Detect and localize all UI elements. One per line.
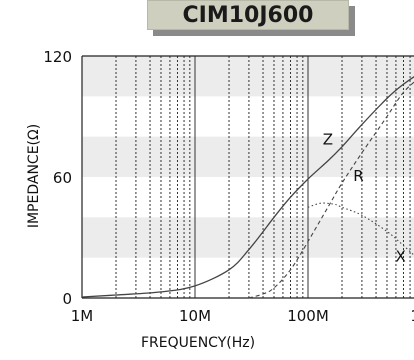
tick-labels: 0 60 120 1M 10M 100M 1G xyxy=(43,48,414,325)
y-tick-label: 0 xyxy=(62,290,72,308)
background-band xyxy=(82,136,414,177)
background-bands xyxy=(82,56,414,258)
background-band xyxy=(82,56,414,97)
x-tick-label: 1M xyxy=(71,307,94,325)
title-box: CIM10J600 xyxy=(147,0,355,36)
y-tick-label: 60 xyxy=(53,169,72,187)
y-axis-label: IMPEDANCE(Ω) xyxy=(26,124,42,228)
curve-x xyxy=(307,202,414,256)
curve-label-z: Z xyxy=(323,131,333,149)
x-tick-label: 10M xyxy=(179,307,211,325)
x-tick-label: 100M xyxy=(287,307,329,325)
curve-r xyxy=(248,81,414,299)
y-tick-label: 120 xyxy=(43,48,72,66)
grid-lines xyxy=(81,56,411,298)
curve-z xyxy=(81,76,414,298)
chart-title: CIM10J600 xyxy=(147,0,349,30)
curve-labels: Z R X xyxy=(323,131,406,266)
curve-label-r: R xyxy=(353,167,363,185)
curve-label-x: X xyxy=(395,248,405,266)
x-tick-label: 1G xyxy=(410,307,414,325)
x-axis-label: FREQUENCY(Hz) xyxy=(141,335,255,351)
plot-frame xyxy=(81,55,414,299)
curves xyxy=(81,76,414,299)
